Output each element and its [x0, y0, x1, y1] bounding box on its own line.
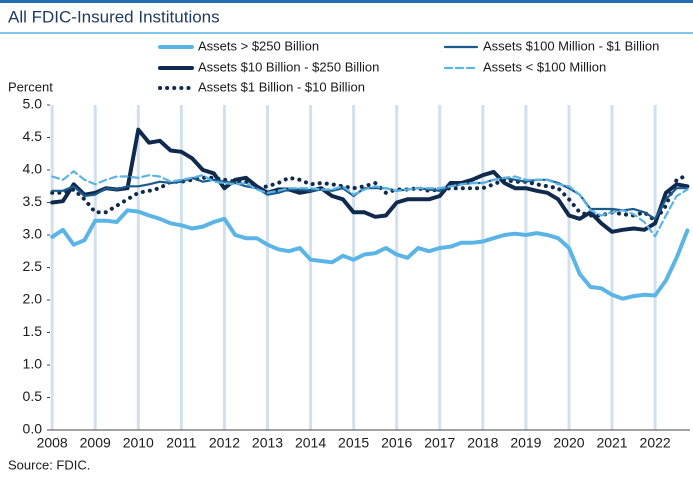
legend-label: Assets $100 Million - $1 Billion [483, 38, 659, 53]
legend-label: Assets $1 Billion - $10 Billion [198, 79, 365, 94]
source-note: Source: FDIC. [8, 457, 90, 472]
y-tick-label: 4.0 [23, 161, 43, 177]
series-line [50, 127, 690, 234]
x-tick-label: 2012 [209, 435, 240, 451]
x-tick-label: 2019 [510, 435, 541, 451]
y-tick-label: 3.5 [23, 193, 43, 209]
y-tick-label: 4.5 [23, 128, 43, 144]
y-tick-label: 0.5 [23, 388, 43, 404]
x-tick-label: 2011 [166, 435, 196, 451]
x-tick-label: 2016 [381, 435, 412, 451]
x-tick-label: 2014 [295, 435, 326, 451]
top-rule [0, 0, 693, 3]
y-tick-label: 1.0 [23, 356, 43, 372]
x-tick-label: 2018 [467, 435, 498, 451]
series-line [50, 208, 690, 301]
x-tick-label: 2020 [553, 435, 584, 451]
y-tick-label: 2.5 [23, 258, 43, 274]
y-tick-label: 5.0 [23, 96, 43, 112]
legend-label: Assets < $100 Million [483, 59, 606, 74]
legend-label: Assets $10 Billion - $250 Billion [198, 59, 379, 74]
x-tick-label: 2021 [596, 435, 627, 451]
y-axis-label: Percent [8, 79, 53, 94]
y-tick-label: 3.0 [23, 226, 43, 242]
chart-title: All FDIC-Insured Institutions [8, 7, 220, 26]
x-tick-label: 2010 [123, 435, 154, 451]
legend-label: Assets > $250 Billion [198, 38, 319, 53]
x-tick-label: 2017 [424, 435, 455, 451]
y-tick-label: 0.0 [23, 421, 43, 437]
series-line [50, 173, 690, 223]
x-tick-label: 2013 [252, 435, 283, 451]
y-tick-label: 1.5 [23, 323, 43, 339]
x-tick-label: 2008 [37, 435, 68, 451]
y-tick-label: 2.0 [23, 291, 43, 307]
series-line [51, 170, 689, 238]
x-tick-label: 2015 [338, 435, 369, 451]
x-tick-label: 2009 [80, 435, 111, 451]
x-tick-label: 2022 [640, 435, 671, 451]
